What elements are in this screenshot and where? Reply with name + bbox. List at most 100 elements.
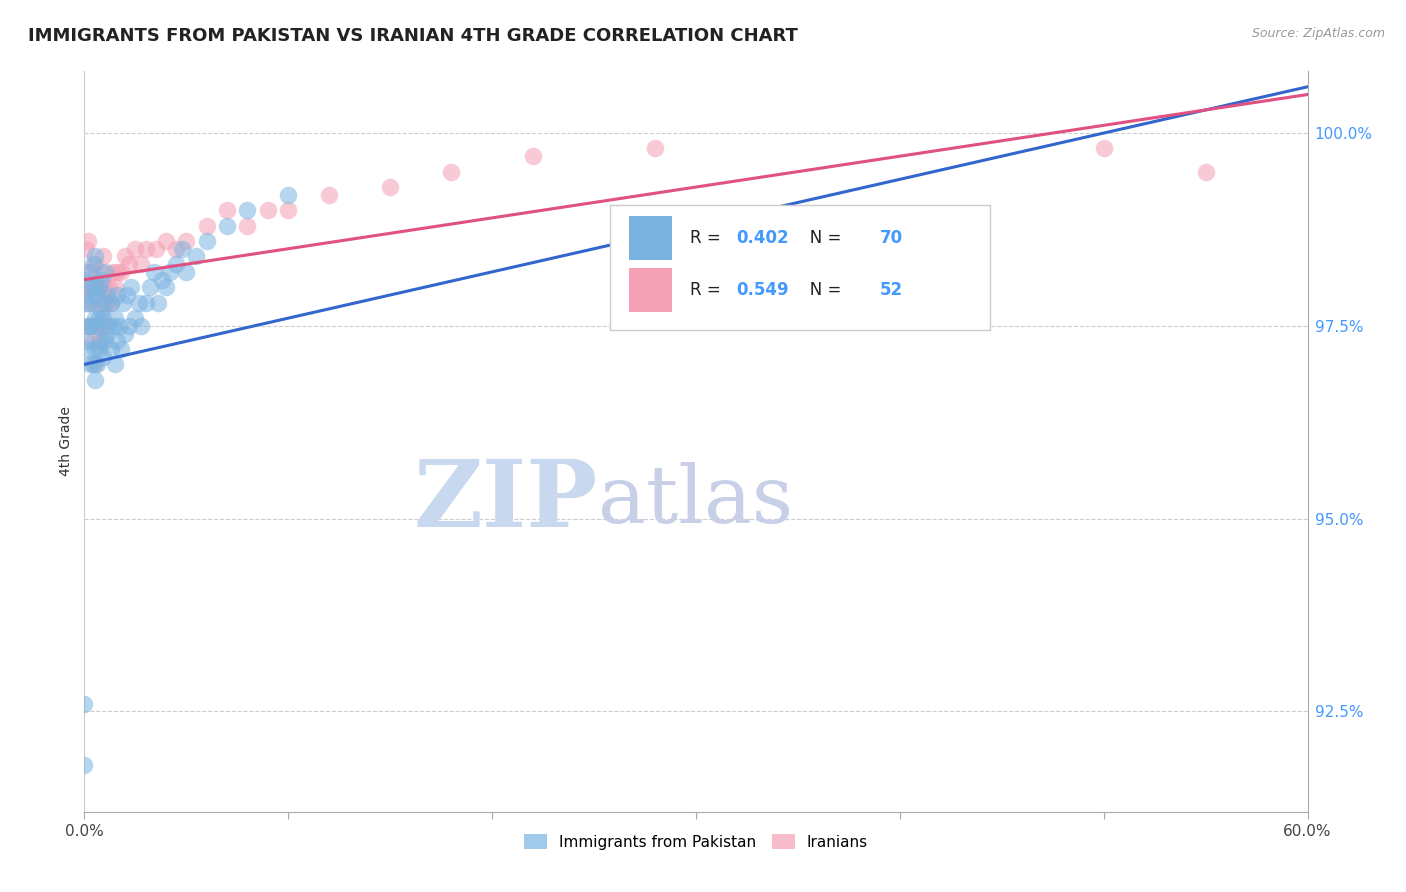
Point [96,288,118,302]
Point [100,295,122,310]
Point [118,257,141,271]
Text: R =: R = [690,229,725,247]
Point [145,242,167,256]
Text: 0.402: 0.402 [737,229,789,247]
Bar [610,204,990,331]
Point [172,242,194,256]
Point [104,311,127,326]
Text: 0.549: 0.549 [737,281,789,299]
Point [150,272,173,286]
Point [87,311,110,326]
Point [1092,141,1115,155]
Text: N =: N = [794,229,846,247]
Point [82,334,104,349]
Legend: Immigrants from Pakistan, Iranians: Immigrants from Pakistan, Iranians [517,828,875,856]
Point [195,219,218,233]
Point [195,234,218,248]
Point [73,697,96,711]
Point [100,342,122,356]
Point [135,295,157,310]
Point [108,318,131,333]
Point [1195,164,1218,178]
Point [165,257,187,271]
Point [100,295,122,310]
Point [112,295,135,310]
Point [318,187,340,202]
Point [75,272,97,286]
Point [522,149,544,163]
Point [90,265,112,279]
Text: 70: 70 [880,229,903,247]
Point [91,311,114,326]
Point [131,318,153,333]
Point [87,280,110,294]
Point [114,326,136,341]
Point [118,318,141,333]
Point [86,358,108,372]
Point [83,358,105,372]
Point [236,219,259,233]
Point [87,334,110,349]
Point [110,342,132,356]
Point [91,350,114,364]
Point [217,219,239,233]
Point [124,311,146,326]
Point [174,265,197,279]
Point [75,280,97,294]
Text: Source: ZipAtlas.com: Source: ZipAtlas.com [1251,27,1385,40]
Point [110,265,132,279]
Point [101,265,124,279]
Point [93,280,115,294]
Point [79,295,101,310]
Point [131,257,153,271]
Point [91,295,114,310]
Point [174,234,197,248]
Text: N =: N = [794,281,846,299]
Point [90,318,112,333]
Point [83,373,105,387]
Point [186,249,208,263]
Point [82,257,104,271]
Bar [628,216,672,260]
Point [83,342,105,356]
Point [75,242,97,256]
Point [97,280,120,294]
Point [87,342,110,356]
Text: R =: R = [690,281,725,299]
Point [114,249,136,263]
Point [75,334,97,349]
Point [79,318,101,333]
Point [104,280,127,294]
Point [128,295,150,310]
Point [104,358,127,372]
Point [83,257,105,271]
Point [83,249,105,263]
Point [86,288,108,302]
Point [79,318,101,333]
Point [146,295,169,310]
Point [124,242,146,256]
Point [73,758,96,772]
Point [82,318,104,333]
Point [105,288,128,302]
Point [83,311,105,326]
Point [236,203,259,218]
Point [135,242,157,256]
Point [77,280,100,294]
Point [82,280,104,294]
Point [440,164,463,178]
Point [115,288,138,302]
Point [77,234,100,248]
Text: ZIP: ZIP [413,456,598,546]
Point [86,318,108,333]
Point [165,242,187,256]
Point [73,280,96,294]
Point [87,280,110,294]
Point [75,295,97,310]
Point [77,265,100,279]
Point [93,334,115,349]
Point [380,180,402,194]
Point [277,203,299,218]
Point [79,280,101,294]
Point [83,280,105,294]
